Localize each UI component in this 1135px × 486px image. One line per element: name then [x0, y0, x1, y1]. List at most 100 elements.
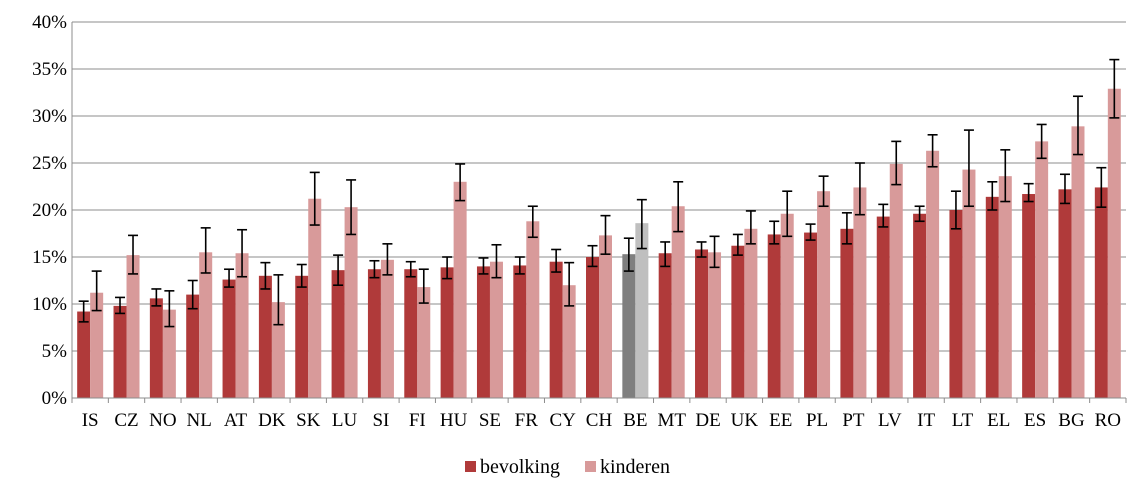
error-bar-bevolking-HU: [442, 256, 453, 280]
bar-bevolking-FI: [404, 269, 418, 398]
bar-bevolking-EE: [767, 234, 781, 398]
bar-bevolking-AT: [222, 279, 236, 398]
error-bar-kinderen-AT: [237, 228, 248, 278]
legend-item-bevolking: bevolking: [465, 456, 560, 479]
error-bar-kinderen-LV: [891, 140, 902, 186]
bar-kinderen-ES: [1035, 141, 1049, 398]
error-bar-kinderen-LU: [346, 179, 357, 236]
x-tick-label-RO: RO: [1095, 410, 1121, 431]
error-bar-kinderen-IT: [927, 134, 938, 168]
error-bar-bevolking-AT: [224, 268, 235, 288]
error-bar-bevolking-NL: [187, 279, 198, 310]
bar-bevolking-BE: [622, 254, 636, 398]
error-bar-kinderen-EE: [782, 190, 793, 238]
error-bar-kinderen-UK: [745, 210, 756, 245]
bar-kinderen-DK: [271, 302, 285, 398]
bar-kinderen-CY: [562, 285, 576, 398]
x-tick-label-DK: DK: [258, 410, 286, 431]
error-bar-bevolking-LV: [878, 203, 889, 228]
bar-bevolking-NO: [149, 298, 163, 398]
bar-kinderen-IT: [926, 150, 940, 398]
bar-bevolking-PT: [840, 228, 854, 398]
bar-kinderen-IS: [90, 292, 104, 398]
error-bar-kinderen-SE: [491, 243, 502, 279]
bar-bevolking-MT: [658, 253, 672, 398]
bar-bevolking-NL: [186, 294, 200, 398]
x-tick-label-BE: BE: [623, 410, 647, 431]
error-bar-kinderen-BG: [1072, 95, 1083, 156]
error-bar-bevolking-CZ: [115, 296, 126, 315]
legend-swatch-kinderen: [585, 461, 596, 472]
bar-kinderen-MT: [671, 206, 685, 398]
error-bar-kinderen-IS: [91, 270, 102, 312]
error-bar-bevolking-EE: [769, 220, 780, 245]
bar-bevolking-RO: [1094, 187, 1108, 398]
error-bar-bevolking-CH: [587, 244, 598, 268]
x-tick-label-LU: LU: [332, 410, 358, 431]
error-bar-bevolking-IS: [78, 300, 89, 323]
error-bar-kinderen-CZ: [128, 234, 139, 275]
bar-kinderen-AT: [235, 253, 249, 398]
bar-kinderen-SI: [380, 259, 394, 398]
bar-kinderen-UK: [744, 228, 758, 398]
bar-chart: 0% 5% 10% 15% 20% 25% 30% 35% 40% IS CZ NO NL AT DK SK…: [32, 12, 1127, 431]
x-tick-label-EL: EL: [987, 410, 1010, 431]
legend-label-bevolking: bevolking: [480, 456, 560, 478]
bar-bevolking-ES: [1022, 194, 1036, 398]
bar-kinderen-SE: [489, 261, 503, 398]
bar-bevolking-LU: [331, 270, 345, 398]
bar-kinderen-LT: [962, 169, 976, 398]
error-bar-bevolking-EL: [987, 181, 998, 211]
error-bar-kinderen-EL: [1000, 149, 1011, 203]
bar-kinderen-BE: [635, 223, 649, 398]
x-tick-label-LV: LV: [878, 410, 902, 431]
bar-kinderen-PT: [853, 187, 867, 398]
y-tick-label: 10%: [32, 294, 67, 315]
error-bar-bevolking-LT: [950, 190, 961, 230]
x-tick-label-HU: HU: [440, 410, 468, 431]
error-bars: [78, 58, 1120, 328]
error-bar-kinderen-CH: [600, 214, 611, 255]
bars: [77, 88, 1121, 399]
error-bar-bevolking-CY: [551, 248, 562, 273]
error-bar-kinderen-CY: [564, 261, 575, 307]
legend-swatch-bevolking: [465, 461, 476, 472]
bar-bevolking-BG: [1058, 189, 1072, 398]
error-bar-kinderen-DK: [273, 274, 284, 326]
bar-bevolking-DE: [695, 249, 709, 398]
x-tick-label-SK: SK: [296, 410, 321, 431]
error-bar-bevolking-DE: [696, 241, 707, 258]
x-tick-label-NO: NO: [149, 410, 176, 431]
error-bar-bevolking-MT: [660, 241, 671, 268]
bar-bevolking-EL: [985, 196, 999, 398]
x-tick-label-FI: FI: [409, 410, 426, 431]
error-bar-bevolking-IT: [914, 205, 925, 223]
error-bar-kinderen-BE: [636, 198, 647, 250]
x-tick-label-ES: ES: [1024, 410, 1046, 431]
error-bar-bevolking-PL: [805, 223, 816, 241]
x-tick-label-DE: DE: [695, 410, 720, 431]
bar-kinderen-LU: [344, 207, 358, 398]
bar-kinderen-NO: [162, 309, 176, 398]
bar-kinderen-FI: [417, 287, 431, 398]
x-tick-label-CY: CY: [549, 410, 576, 431]
error-bar-bevolking-ES: [1023, 182, 1034, 203]
legend-label-kinderen: kinderen: [600, 456, 670, 478]
x-tick-label-IS: IS: [82, 410, 99, 431]
axes: [71, 22, 1127, 403]
x-tick-label-EE: EE: [769, 410, 792, 431]
error-bar-bevolking-FR: [514, 256, 525, 275]
bar-bevolking-SK: [295, 275, 309, 398]
x-tick-label-NL: NL: [187, 410, 212, 431]
bar-kinderen-EE: [780, 213, 794, 398]
y-tick-label: 5%: [42, 341, 68, 362]
bar-kinderen-LV: [889, 163, 903, 398]
x-tick-label-MT: MT: [657, 410, 686, 431]
y-tick-label: 30%: [32, 106, 67, 127]
bar-kinderen-NL: [199, 252, 213, 398]
error-bar-bevolking-SK: [296, 263, 307, 288]
error-bar-kinderen-MT: [673, 181, 684, 233]
error-bar-bevolking-FI: [405, 260, 416, 278]
y-tick-labels: 0% 5% 10% 15% 20% 25% 30% 35% 40%: [32, 12, 67, 409]
bar-bevolking-IT: [913, 213, 927, 398]
